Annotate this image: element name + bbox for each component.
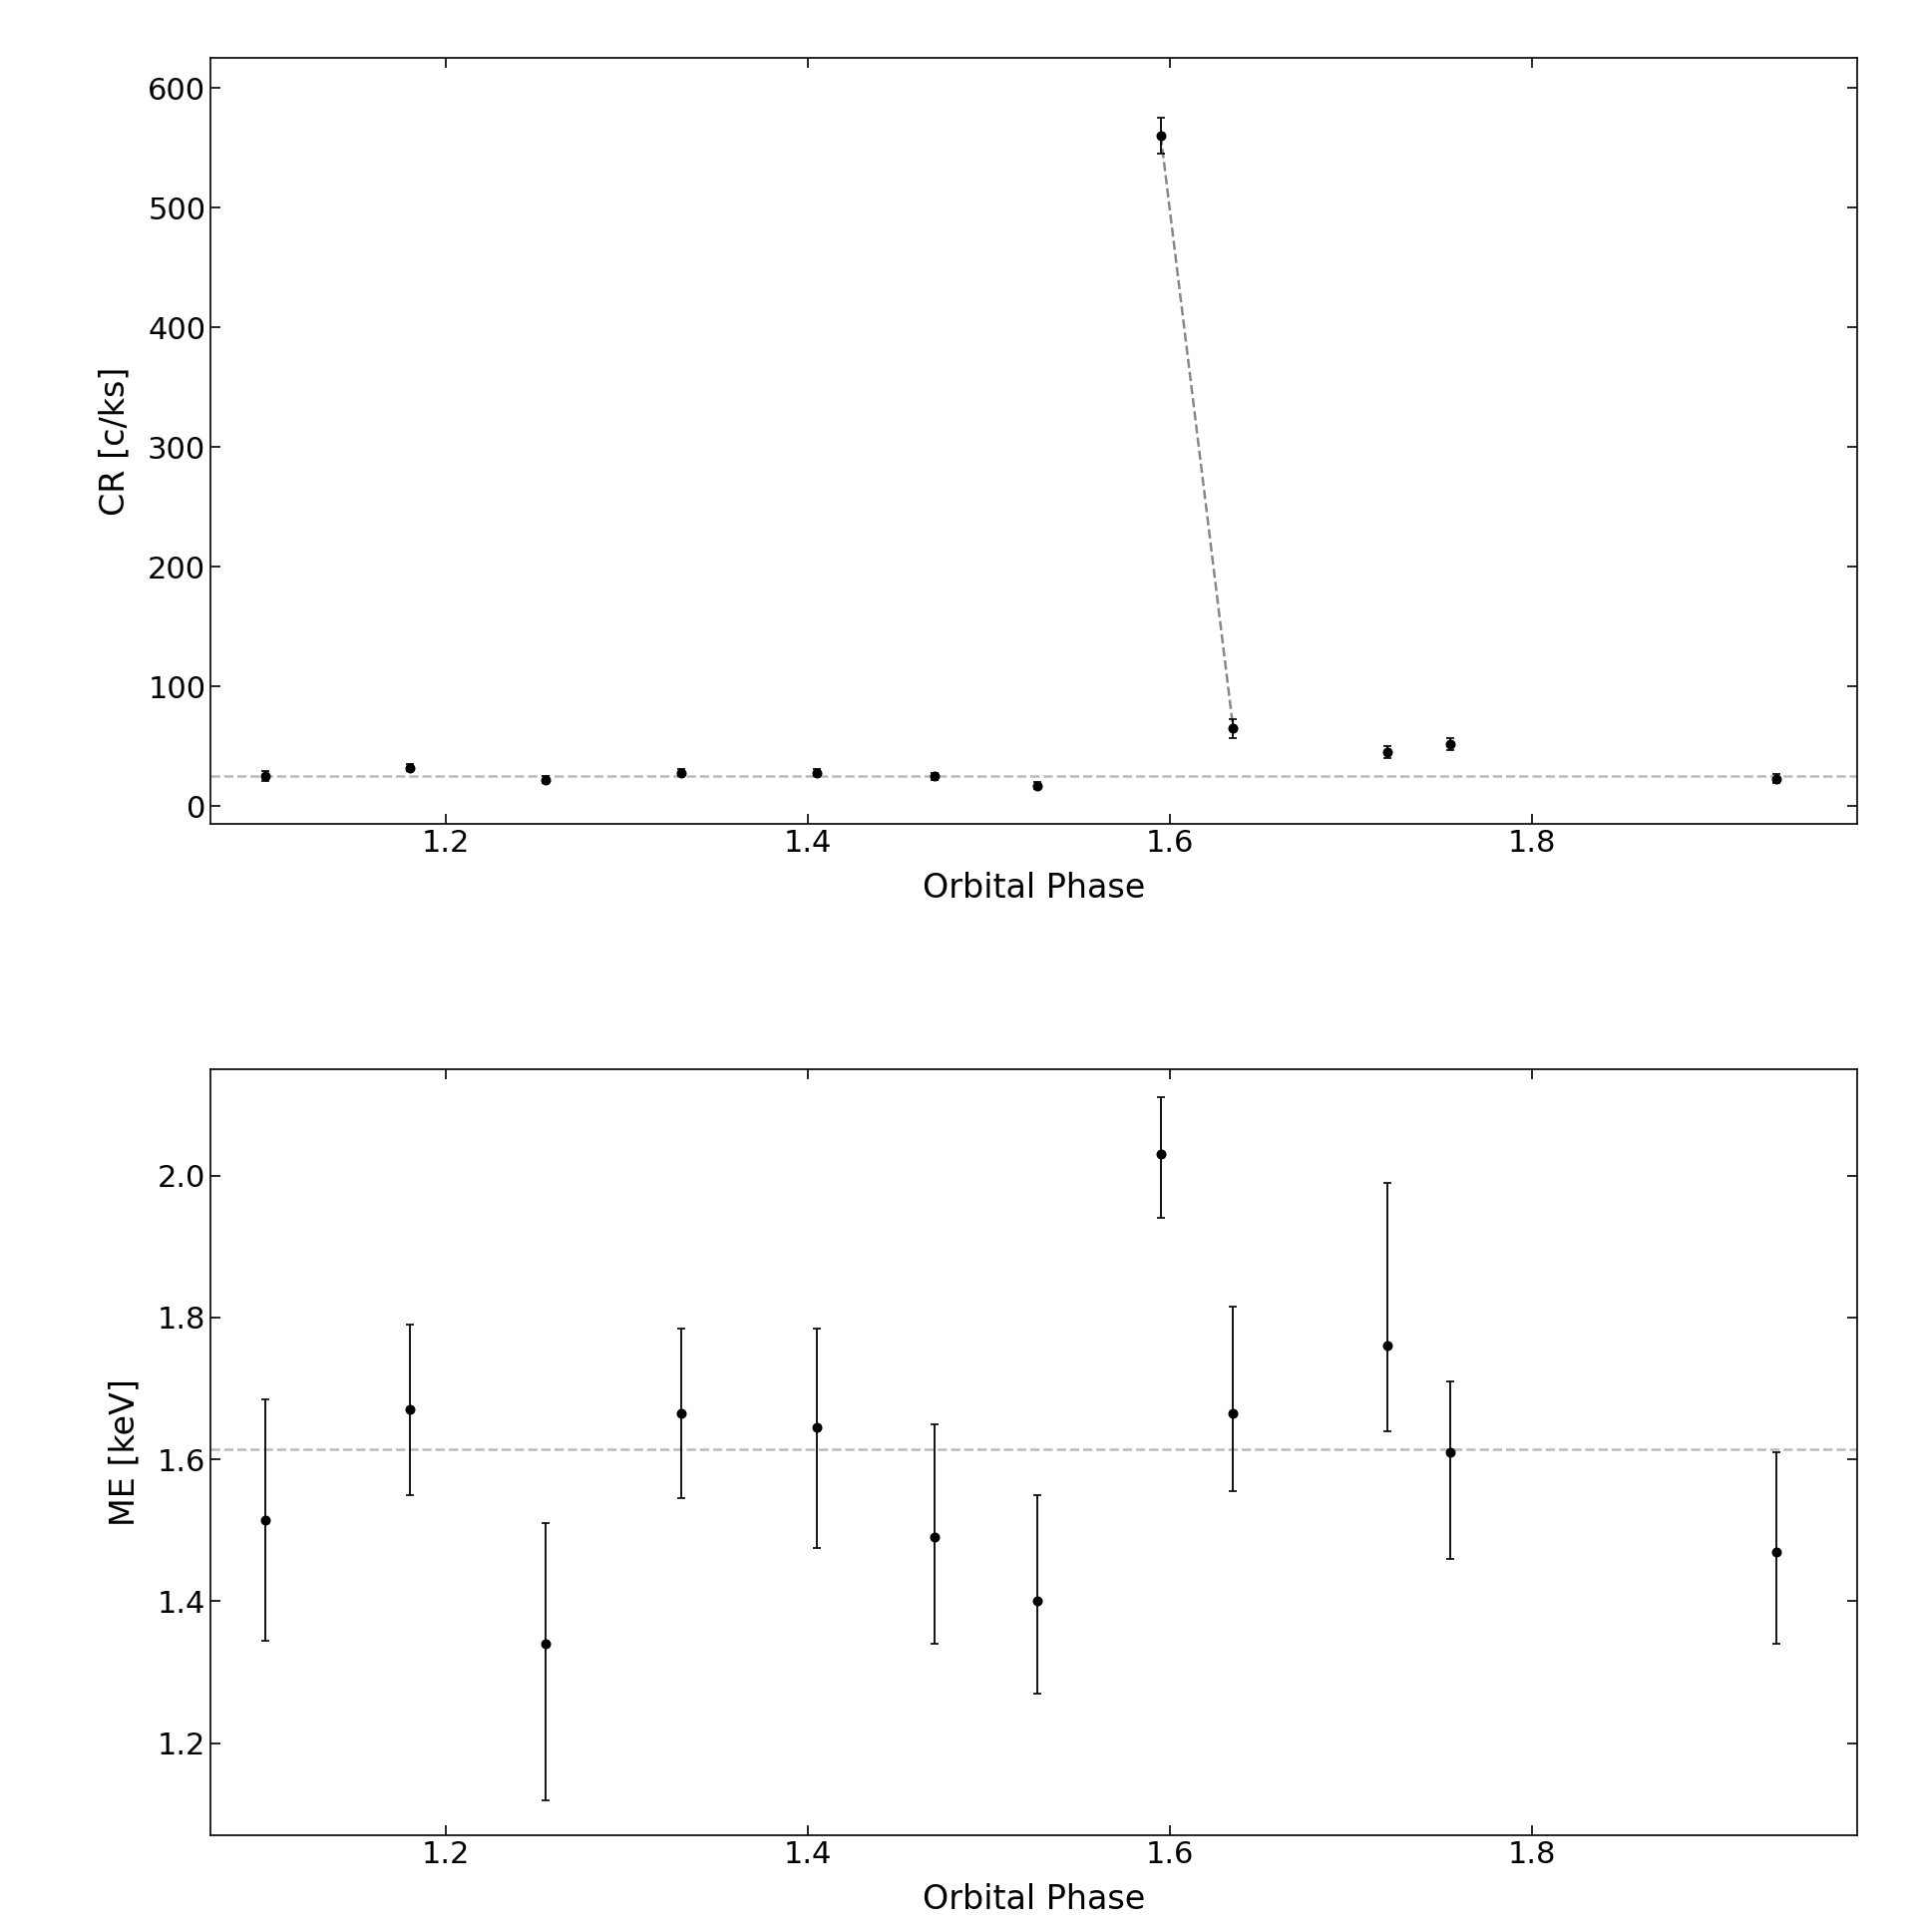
Y-axis label: ME [keV]: ME [keV] bbox=[107, 1379, 142, 1526]
X-axis label: Orbital Phase: Orbital Phase bbox=[923, 871, 1145, 904]
X-axis label: Orbital Phase: Orbital Phase bbox=[923, 1884, 1145, 1917]
Y-axis label: CR [c/ks]: CR [c/ks] bbox=[98, 367, 130, 516]
